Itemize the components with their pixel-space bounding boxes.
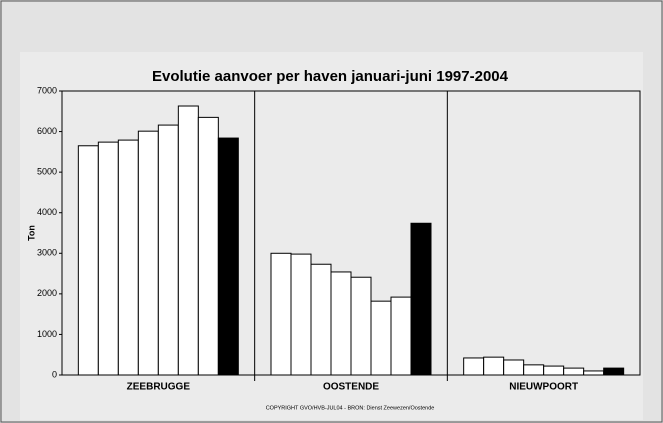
y-tick-label: 1000 bbox=[37, 329, 57, 339]
bar bbox=[463, 357, 485, 376]
bar bbox=[177, 105, 199, 376]
x-tick-label: OOSTENDE bbox=[323, 382, 379, 393]
bar bbox=[483, 356, 505, 376]
bar bbox=[563, 367, 585, 376]
bar bbox=[543, 365, 565, 376]
y-tick-label: 5000 bbox=[37, 167, 57, 177]
bar bbox=[290, 253, 312, 376]
y-tick-label: 2000 bbox=[37, 288, 57, 298]
bar bbox=[310, 263, 332, 376]
bar bbox=[370, 300, 392, 376]
bar bbox=[270, 252, 292, 376]
footnote: COPYRIGHT GVO/HVB-JUL04 - BRON: Dienst Z… bbox=[266, 405, 435, 411]
bar bbox=[197, 116, 219, 376]
bar bbox=[117, 139, 139, 376]
bar bbox=[523, 364, 545, 376]
bar bbox=[583, 370, 605, 376]
bar bbox=[503, 359, 525, 376]
y-tick-label: 6000 bbox=[37, 126, 57, 136]
bar bbox=[77, 145, 99, 376]
bar bbox=[350, 276, 372, 376]
bar bbox=[330, 271, 352, 376]
bar bbox=[603, 367, 625, 376]
chart-title: Evolutie aanvoer per haven januari-juni … bbox=[152, 68, 509, 85]
x-tick-label: NIEUWPOORT bbox=[509, 382, 578, 393]
bar bbox=[410, 222, 432, 376]
y-tick-label: 3000 bbox=[37, 248, 57, 258]
x-tick-label: ZEEBRUGGE bbox=[127, 382, 191, 393]
bar bbox=[137, 130, 159, 376]
y-tick-label: 0 bbox=[52, 369, 57, 379]
bar bbox=[217, 137, 239, 376]
bar bbox=[390, 296, 412, 376]
bar bbox=[157, 124, 179, 376]
y-axis-label: Ton bbox=[26, 225, 36, 241]
y-tick-label: 4000 bbox=[37, 207, 57, 217]
y-tick-label: 7000 bbox=[37, 85, 57, 95]
bar bbox=[97, 141, 119, 376]
